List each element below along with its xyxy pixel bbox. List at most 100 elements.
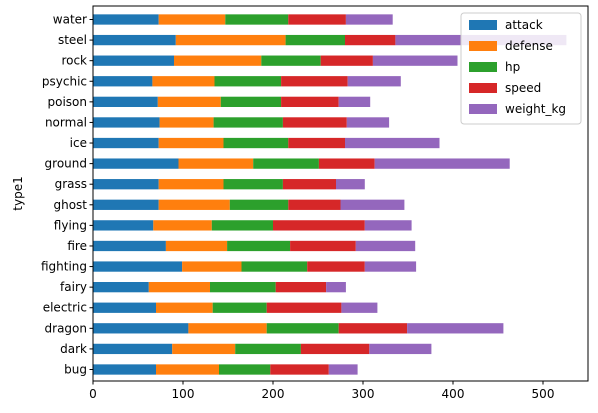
x-tick-label: 0 (89, 387, 97, 401)
bar-ground-attack (93, 158, 179, 169)
y-tick-label: dragon (45, 321, 87, 335)
bar-bug-weight_kg (328, 364, 358, 375)
bar-grass-attack (93, 179, 159, 190)
bar-rock-defense (174, 55, 262, 66)
bar-electric-weight_kg (341, 302, 378, 313)
x-axis: 0 100 200 300 400 500 (89, 381, 554, 401)
y-tick-label: dark (60, 342, 87, 356)
bar-poison-defense (157, 96, 221, 107)
y-tick-label: fighting (41, 260, 87, 274)
bar-flying-defense (153, 220, 212, 231)
bar-ghost-hp (229, 199, 289, 210)
bar-ground-hp (253, 158, 319, 169)
legend-swatch-attack (469, 20, 497, 30)
y-tick-label: ground (45, 157, 87, 171)
bar-poison-attack (93, 96, 158, 107)
bar-steel-attack (93, 34, 176, 46)
bar-ice-defense (158, 137, 224, 149)
y-tick-label: ghost (53, 198, 87, 212)
bar-ice-hp (223, 137, 289, 149)
x-tick-label: 100 (172, 387, 195, 401)
bar-dark-weight_kg (369, 343, 432, 355)
y-tick-label: bug (64, 363, 87, 377)
bar-fairy-speed (275, 282, 327, 293)
bar-steel-defense (175, 34, 286, 46)
y-axis: bug dark dragon electric fairy fighting fire fl… (41, 13, 93, 377)
bar-psychic-defense (152, 76, 215, 87)
bar-fighting-speed (307, 261, 365, 272)
y-tick-label: fairy (60, 280, 87, 294)
bar-fighting-attack (93, 261, 183, 272)
bar-psychic-speed (281, 76, 348, 87)
bar-grass-speed (282, 179, 336, 190)
bar-electric-attack (93, 302, 156, 313)
bar-water-attack (93, 14, 159, 25)
y-tick-label: steel (58, 33, 87, 47)
bar-ice-weight_kg (345, 137, 440, 149)
legend-swatch-hp (469, 62, 497, 72)
legend-label-defense: defense (505, 39, 553, 53)
bar-normal-speed (282, 117, 347, 128)
x-tick-label: 300 (352, 387, 375, 401)
bar-bug-hp (219, 364, 271, 375)
bar-fire-weight_kg (355, 240, 416, 252)
bar-grass-defense (158, 179, 224, 190)
bar-rock-speed (320, 55, 373, 66)
legend-label-weight_kg: weight_kg (505, 102, 566, 116)
bar-fairy-hp (210, 282, 276, 293)
bar-grass-weight_kg (336, 179, 365, 190)
legend: attack defense hp speed weight_kg (460, 12, 582, 125)
legend-swatch-weight_kg (469, 104, 497, 114)
bar-water-defense (158, 14, 226, 25)
bar-rock-hp (261, 55, 321, 66)
y-tick-label: fire (67, 239, 87, 253)
bar-fire-hp (227, 240, 291, 252)
y-tick-label: ice (70, 136, 87, 150)
bar-water-weight_kg (345, 14, 393, 25)
bar-fairy-weight_kg (326, 282, 346, 293)
bar-fire-defense (165, 240, 228, 252)
bar-normal-weight_kg (346, 117, 390, 128)
bar-dragon-speed (338, 323, 408, 334)
bar-rock-attack (93, 55, 174, 66)
bar-flying-weight_kg (364, 220, 412, 231)
legend-label-speed: speed (505, 81, 541, 95)
bar-fairy-defense (148, 282, 210, 293)
bar-poison-hp (220, 96, 282, 107)
bar-ice-speed (288, 137, 345, 149)
y-tick-label: poison (48, 95, 88, 109)
bar-normal-hp (213, 117, 283, 128)
x-tick-label: 500 (532, 387, 555, 401)
legend-label-attack: attack (505, 18, 543, 32)
bar-psychic-weight_kg (347, 76, 401, 87)
y-tick-label: normal (45, 115, 87, 129)
bar-fairy-attack (93, 282, 149, 293)
y-tick-label: grass (55, 177, 87, 191)
bar-normal-attack (93, 117, 160, 128)
bar-dragon-hp (266, 323, 339, 334)
bar-steel-speed (345, 34, 396, 46)
bar-fighting-hp (241, 261, 308, 272)
bar-flying-speed (273, 220, 365, 231)
bars-layer (93, 14, 567, 375)
y-tick-label: psychic (42, 74, 87, 88)
bar-grass-hp (223, 179, 283, 190)
y-axis-label: type1 (11, 176, 25, 210)
bar-ground-speed (318, 158, 375, 169)
bar-poison-speed (281, 96, 339, 107)
bar-water-speed (288, 14, 346, 25)
bar-electric-hp (212, 302, 267, 313)
bar-fighting-weight_kg (364, 261, 417, 272)
bar-bug-attack (93, 364, 156, 375)
bar-poison-weight_kg (338, 96, 371, 107)
bar-ground-weight_kg (374, 158, 510, 169)
bar-psychic-hp (214, 76, 282, 87)
plot-frame (92, 5, 589, 382)
bar-dark-defense (172, 343, 236, 355)
y-tick-label: electric (43, 301, 87, 315)
bar-bug-speed (270, 364, 329, 375)
x-tick-label: 400 (442, 387, 465, 401)
bar-ground-defense (178, 158, 254, 169)
